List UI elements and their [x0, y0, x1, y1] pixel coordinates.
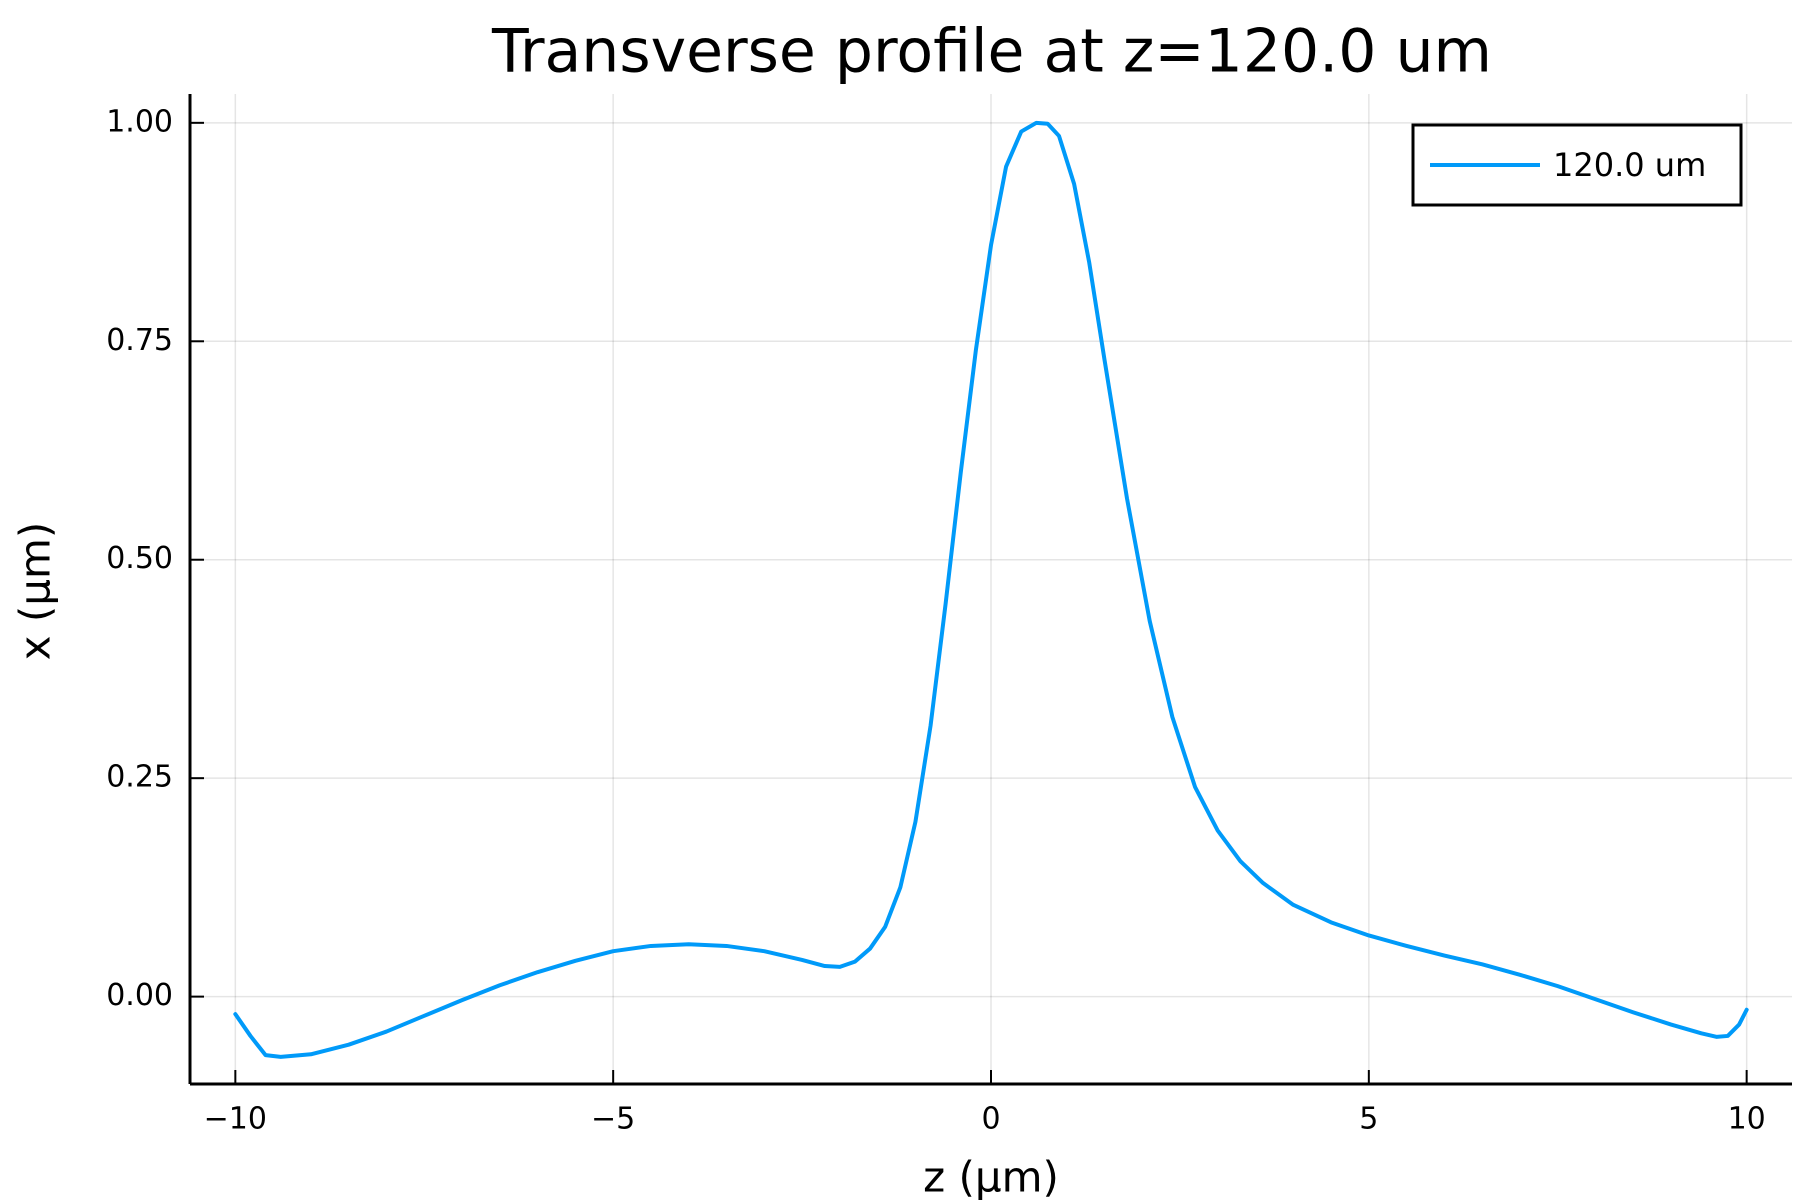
x-tick-label: −10 [204, 1102, 267, 1137]
x-tick-label: 10 [1728, 1102, 1766, 1137]
y-axis-label: x (μm) [11, 522, 60, 661]
series-line-0 [233, 120, 1749, 1059]
tick-marks [190, 121, 1748, 1084]
x-tick-label: 0 [981, 1102, 1000, 1137]
series-lines [233, 120, 1749, 1059]
legend: 120.0 um [1411, 123, 1743, 207]
y-tick-label: 1.00 [106, 104, 173, 139]
y-tick-label: 0.25 [106, 760, 173, 795]
y-tick-label: 0.75 [106, 323, 173, 358]
y-tick-label: 0.00 [106, 978, 173, 1013]
x-axis-label: z (μm) [923, 1153, 1059, 1200]
tick-labels: −10 −5 0 5 10 0.00 0.25 0.50 0.75 1.00 [106, 104, 1766, 1136]
y-tick-label: 0.50 [106, 541, 173, 576]
legend-entry-label: 120.0 um [1553, 146, 1706, 184]
x-tick-label: −5 [591, 1102, 635, 1137]
x-tick-label: 5 [1359, 1102, 1378, 1137]
chart-title: Transverse profile at z=120.0 um [491, 17, 1492, 87]
